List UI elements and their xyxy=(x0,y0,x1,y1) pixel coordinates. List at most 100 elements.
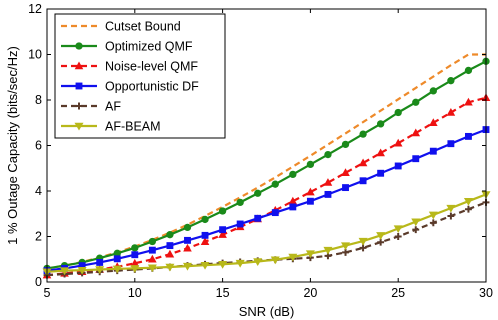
data-point xyxy=(271,209,279,217)
data-point xyxy=(183,243,192,252)
legend-box xyxy=(54,13,226,139)
data-point xyxy=(184,236,191,244)
y-tick-label: 12 xyxy=(28,2,42,16)
y-tick-label: 2 xyxy=(35,230,42,244)
data-point xyxy=(464,66,473,75)
data-point xyxy=(131,244,139,252)
x-axis-label: SNR (dB) xyxy=(239,304,295,319)
data-point xyxy=(288,253,298,262)
data-point xyxy=(74,61,84,70)
data-point xyxy=(358,158,368,167)
data-point xyxy=(446,204,456,213)
data-point xyxy=(270,256,280,265)
data-point xyxy=(428,211,438,220)
data-point xyxy=(447,140,455,148)
x-tick-label: 25 xyxy=(391,286,405,300)
data-point xyxy=(254,189,262,197)
x-tick-label: 30 xyxy=(479,286,493,300)
data-point xyxy=(148,246,156,254)
y-tick-label: 0 xyxy=(35,275,42,289)
data-point xyxy=(165,263,175,272)
data-point xyxy=(324,150,332,159)
data-point xyxy=(147,264,157,273)
data-point xyxy=(411,128,421,137)
data-point xyxy=(447,77,455,85)
data-point xyxy=(75,42,83,50)
data-point xyxy=(200,261,210,270)
data-point xyxy=(130,265,140,273)
data-point xyxy=(359,130,367,138)
data-point xyxy=(96,258,104,266)
data-point xyxy=(201,231,209,239)
data-point xyxy=(465,132,472,140)
data-point xyxy=(341,242,351,251)
data-point xyxy=(324,190,332,198)
data-point xyxy=(236,220,244,228)
data-point xyxy=(376,120,385,128)
data-point xyxy=(289,203,297,211)
series-af-beam xyxy=(42,191,491,277)
series-line xyxy=(46,193,487,273)
data-point xyxy=(218,207,227,215)
data-point xyxy=(393,225,403,234)
data-point xyxy=(359,177,367,185)
data-point xyxy=(306,160,315,169)
data-point xyxy=(75,102,83,110)
data-point xyxy=(394,162,402,170)
data-point xyxy=(342,184,349,192)
y-tick-label: 8 xyxy=(35,93,42,107)
legend-label: AF-BEAM xyxy=(105,120,161,134)
legend-label: Cutset Bound xyxy=(105,20,181,34)
legend-label: AF xyxy=(105,100,121,114)
data-point xyxy=(218,261,228,269)
data-point xyxy=(235,259,245,268)
data-point xyxy=(306,197,314,205)
data-point xyxy=(463,198,473,206)
data-point xyxy=(254,214,262,222)
data-point xyxy=(393,138,403,147)
data-point xyxy=(358,237,368,246)
legend-label: Optimized QMF xyxy=(105,40,193,54)
data-point xyxy=(148,237,157,246)
data-point xyxy=(74,122,84,131)
data-point xyxy=(130,258,140,267)
data-point xyxy=(289,170,297,179)
data-point xyxy=(429,147,437,155)
data-point xyxy=(271,180,279,188)
data-point xyxy=(131,251,139,259)
y-tick-label: 4 xyxy=(35,184,42,198)
data-point xyxy=(464,97,473,106)
y-tick-label: 6 xyxy=(35,139,42,153)
data-point xyxy=(112,265,122,274)
data-point xyxy=(306,187,315,196)
data-point xyxy=(323,246,333,255)
data-point xyxy=(447,212,455,220)
data-point xyxy=(253,258,263,267)
data-point xyxy=(77,266,87,275)
data-point xyxy=(376,232,386,240)
data-point xyxy=(411,218,421,227)
data-point xyxy=(218,230,227,238)
data-point xyxy=(377,238,385,246)
data-point xyxy=(446,107,456,116)
data-point xyxy=(95,266,105,275)
data-point xyxy=(166,231,174,239)
data-point xyxy=(376,148,385,157)
data-point xyxy=(342,248,349,256)
legend-label: Noise-level QMF xyxy=(105,60,198,74)
data-point xyxy=(165,249,175,258)
data-point xyxy=(359,244,367,252)
data-point xyxy=(219,226,227,234)
x-tick-label: 10 xyxy=(128,286,142,300)
data-point xyxy=(305,250,315,259)
data-point xyxy=(429,87,437,95)
legend-label: Opportunistic DF xyxy=(105,80,199,94)
x-tick-label: 20 xyxy=(303,286,317,300)
data-point xyxy=(200,237,210,245)
data-point xyxy=(412,226,420,234)
data-point xyxy=(394,108,402,117)
data-point xyxy=(60,267,70,276)
data-point xyxy=(341,168,350,177)
data-point xyxy=(78,262,86,270)
